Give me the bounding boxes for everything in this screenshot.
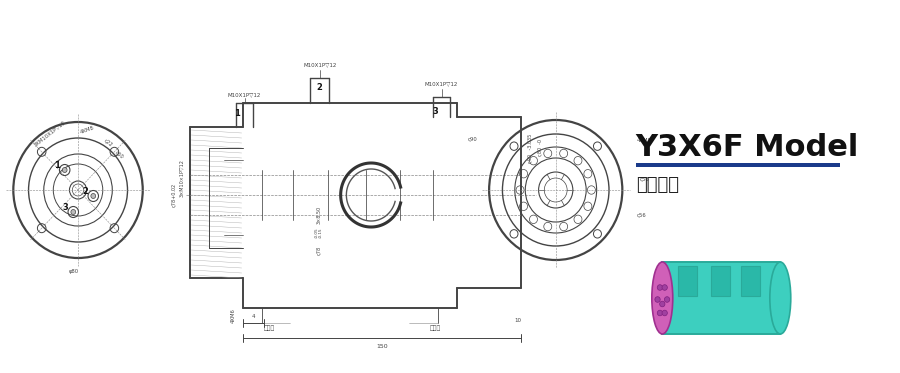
Circle shape <box>660 301 665 307</box>
Text: ς56: ς56 <box>640 178 649 182</box>
Text: M10X1P▽12: M10X1P▽12 <box>303 63 337 68</box>
Circle shape <box>62 167 68 172</box>
Text: ς78: ς78 <box>316 245 321 254</box>
Text: 泄源孔: 泄源孔 <box>430 325 442 331</box>
Text: ς22: ς22 <box>104 138 114 148</box>
Text: 法兰连接: 法兰连接 <box>635 176 679 194</box>
Text: φ80: φ80 <box>69 270 79 275</box>
Text: 1: 1 <box>234 110 240 119</box>
Circle shape <box>71 210 76 214</box>
Text: M10X1P▽12: M10X1P▽12 <box>228 93 261 97</box>
Text: 2: 2 <box>317 84 323 93</box>
Text: 2: 2 <box>83 188 88 197</box>
Bar <box>742 266 760 296</box>
Text: ς80  -0: ς80 -0 <box>538 140 543 157</box>
Text: ς60: ς60 <box>113 150 124 160</box>
Text: 泄源孔: 泄源孔 <box>264 325 274 331</box>
Text: 3: 3 <box>63 204 68 213</box>
Text: 3×8.50: 3×8.50 <box>316 206 321 224</box>
Text: 4XM6: 4XM6 <box>230 308 236 323</box>
Circle shape <box>657 285 662 290</box>
Circle shape <box>662 285 667 290</box>
Text: 10: 10 <box>514 317 521 323</box>
Bar <box>662 262 780 334</box>
Circle shape <box>91 194 95 198</box>
Text: ς56: ς56 <box>636 213 646 217</box>
Circle shape <box>662 310 667 316</box>
Ellipse shape <box>770 262 791 334</box>
Text: 3: 3 <box>432 107 437 116</box>
Text: ς90: ς90 <box>468 138 478 142</box>
Text: M10X1P▽12: M10X1P▽12 <box>425 81 458 87</box>
Text: 4: 4 <box>251 313 255 319</box>
Text: 4XM8: 4XM8 <box>80 125 95 135</box>
Circle shape <box>664 297 670 302</box>
Text: 3XM10X1P▽12: 3XM10X1P▽12 <box>32 119 67 147</box>
Text: 1: 1 <box>54 162 60 170</box>
Text: 3×M10×1P▽12: 3×M10×1P▽12 <box>179 159 184 197</box>
Text: -0.05
-0.15: -0.05 -0.15 <box>314 228 323 238</box>
Text: ς78+0.02: ς78+0.02 <box>172 183 176 207</box>
Bar <box>711 266 730 296</box>
Ellipse shape <box>652 262 673 334</box>
Text: 4XM8: 4XM8 <box>636 138 652 142</box>
Circle shape <box>657 310 662 316</box>
Text: ς90   -3.035: ς90 -3.035 <box>528 134 534 163</box>
Bar <box>635 163 841 166</box>
Text: Y3X6F Model: Y3X6F Model <box>635 134 859 163</box>
Bar <box>678 266 697 296</box>
Text: 150: 150 <box>376 345 388 350</box>
Circle shape <box>655 297 661 302</box>
